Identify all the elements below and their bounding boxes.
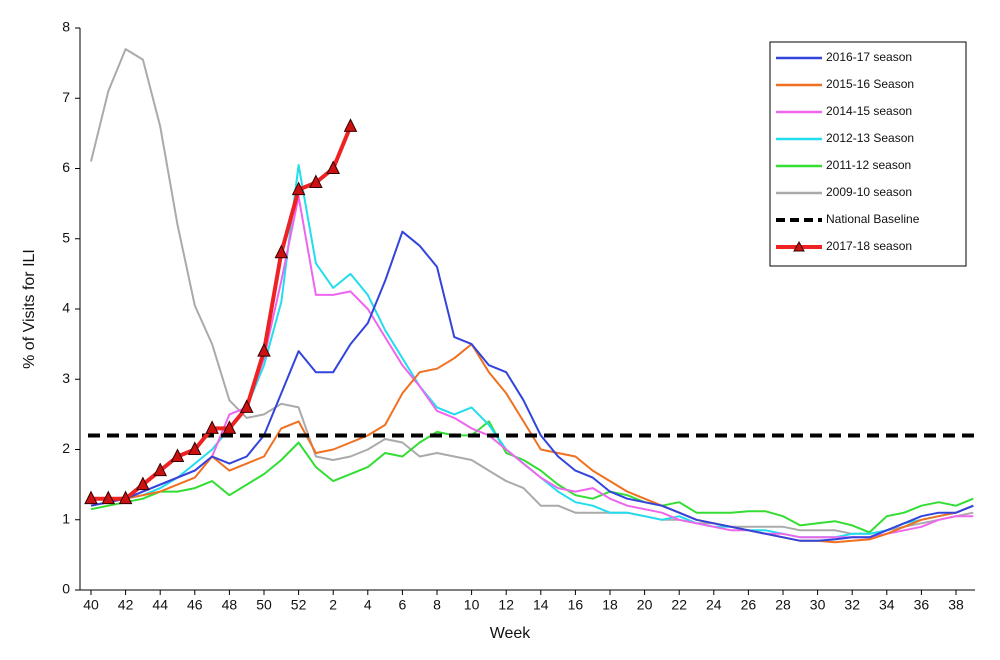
x-tick-label: 44 xyxy=(152,597,168,613)
legend-label: 2012-13 Season xyxy=(826,131,914,145)
series-marker xyxy=(222,420,237,434)
series-marker xyxy=(274,244,289,259)
series-marker xyxy=(326,160,341,174)
x-tick-label: 38 xyxy=(948,597,964,613)
series-line xyxy=(90,195,974,539)
legend-label: 2014-15 season xyxy=(826,104,912,118)
series-marker xyxy=(257,343,271,357)
x-tick-label: 24 xyxy=(706,597,722,613)
x-tick-label: 50 xyxy=(256,597,272,613)
legend-label: National Baseline xyxy=(826,212,920,226)
x-tick-label: 36 xyxy=(914,597,930,613)
x-tick-label: 40 xyxy=(83,597,99,613)
y-tick-label: 6 xyxy=(62,159,70,175)
series-marker xyxy=(84,490,98,505)
x-tick-label: 42 xyxy=(118,597,134,613)
x-tick-label: 16 xyxy=(568,597,584,613)
x-tick-label: 18 xyxy=(602,597,618,613)
legend: 2016-17 season 2015-16 Season 2014-15 seas… xyxy=(769,41,967,267)
x-tick-label: 22 xyxy=(671,597,687,613)
legend-box xyxy=(769,41,967,267)
legend-label: 2017-18 season xyxy=(826,239,912,253)
x-tick-label: 12 xyxy=(498,597,514,613)
y-tick-label: 5 xyxy=(62,229,70,245)
series-marker xyxy=(170,448,185,463)
y-axis-label: % of Visits for ILI xyxy=(21,249,38,369)
legend-label: 2011-12 season xyxy=(826,158,911,172)
y-tick-label: 2 xyxy=(62,440,70,456)
series-marker xyxy=(205,420,219,434)
x-tick-label: 48 xyxy=(222,597,238,613)
series-marker xyxy=(291,181,306,196)
series-line xyxy=(90,48,974,535)
x-tick-label: 26 xyxy=(741,597,757,613)
x-tick-label: 46 xyxy=(187,597,203,613)
series-line xyxy=(90,420,974,534)
x-tick-label: 20 xyxy=(637,597,653,613)
series-marker xyxy=(309,174,323,189)
y-tick-label: 0 xyxy=(62,581,70,597)
y-tick-label: 8 xyxy=(62,19,70,35)
series-marker xyxy=(187,441,202,455)
x-tick-label: 52 xyxy=(291,597,307,613)
x-tick-label: 2 xyxy=(329,597,337,613)
x-tick-label: 32 xyxy=(844,597,860,613)
series-marker xyxy=(239,399,254,413)
series-line xyxy=(90,230,974,542)
legend-label: 2016-17 season xyxy=(826,50,912,64)
series-line xyxy=(91,125,353,501)
legend-label: 2015-16 Season xyxy=(826,77,914,91)
x-axis-label: Week xyxy=(490,625,532,642)
x-tick-label: 28 xyxy=(775,597,791,613)
y-tick-label: 3 xyxy=(62,370,70,386)
x-tick-label: 6 xyxy=(399,597,407,613)
series-marker xyxy=(118,490,133,505)
y-tick-label: 1 xyxy=(62,510,70,526)
x-tick-label: 34 xyxy=(879,597,895,613)
x-tick-label: 30 xyxy=(810,597,826,613)
series-marker xyxy=(153,462,168,477)
x-tick-label: 8 xyxy=(433,597,441,613)
series-line xyxy=(90,343,974,544)
y-tick-label: 4 xyxy=(62,300,70,316)
legend-marker xyxy=(793,240,805,252)
series-marker xyxy=(136,476,150,491)
legend-label: 2009-10 season xyxy=(826,185,912,199)
x-tick-label: 14 xyxy=(533,597,549,613)
series-marker xyxy=(101,490,116,505)
series-marker xyxy=(343,118,358,132)
x-tick-label: 4 xyxy=(364,597,372,613)
y-tick-label: 7 xyxy=(62,89,70,105)
x-tick-label: 10 xyxy=(464,597,480,613)
